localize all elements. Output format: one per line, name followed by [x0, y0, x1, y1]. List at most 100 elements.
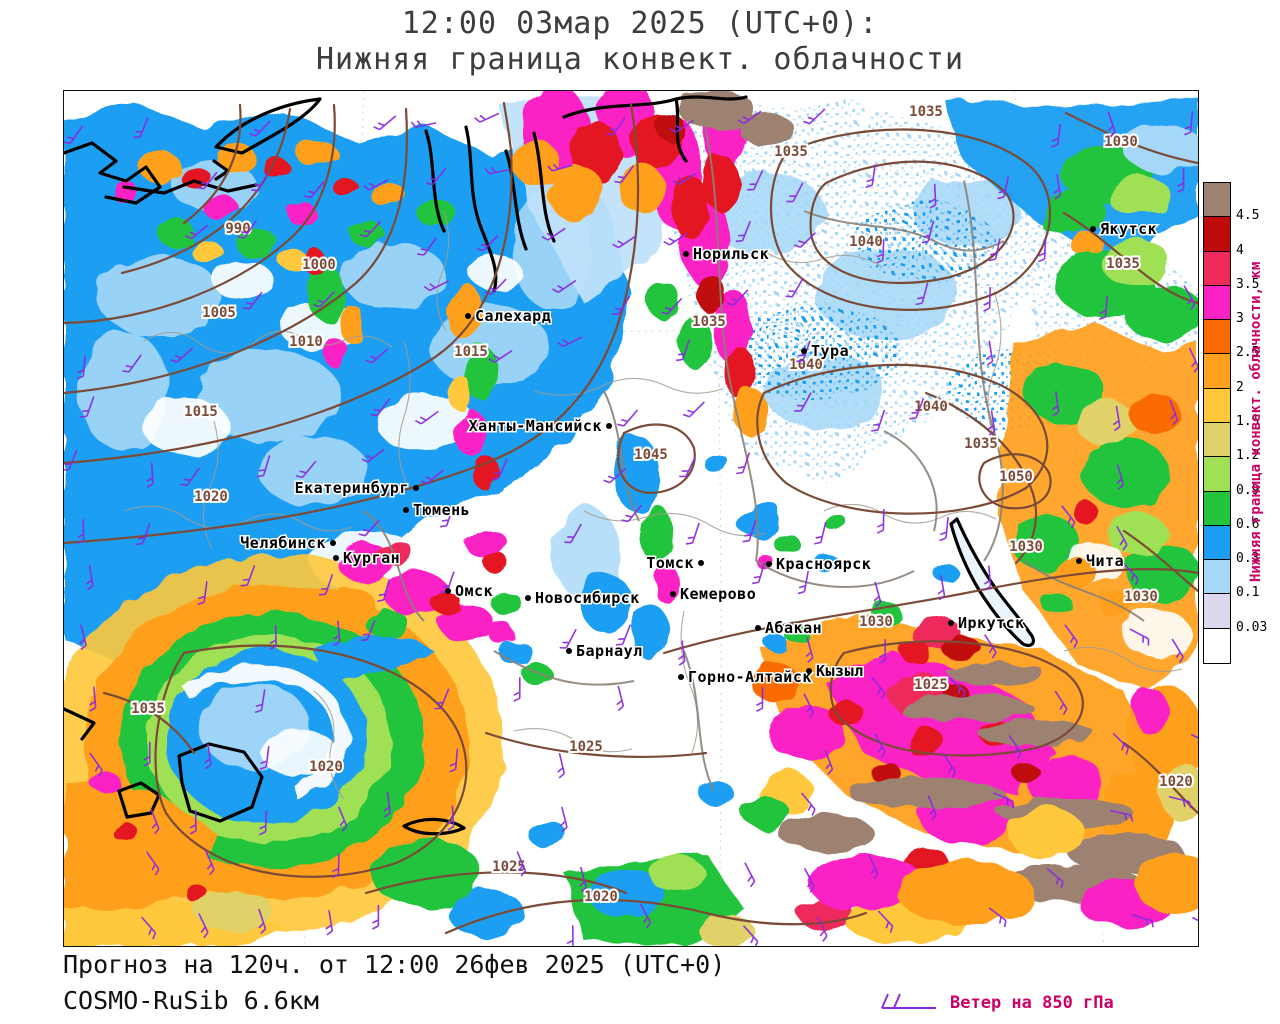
city-marker-Кызыл: Кызыл	[806, 661, 865, 682]
isobar-label: 1035	[964, 436, 998, 452]
svg-text:Екатеринбург: Екатеринбург	[295, 479, 409, 497]
city-marker-Томск: Томск	[645, 553, 704, 574]
colorbar-tick: 4	[1236, 242, 1244, 258]
isobar-label: 1010	[289, 334, 323, 350]
isobar-label: 1030	[1009, 539, 1043, 555]
city-marker-Барнаул: Барнаул	[566, 641, 644, 662]
city-marker-Кемерово: Кемерово	[670, 584, 757, 605]
cloud-base-field	[64, 91, 1198, 946]
forecast-info-text: Прогноз на 120ч. от 12:00 26фев 2025 (UT…	[63, 950, 726, 979]
colorbar-tick: 2	[1236, 379, 1244, 395]
colorbar-segment	[1204, 388, 1230, 423]
isobar-label: 1035	[909, 104, 943, 120]
svg-text:Омск: Омск	[455, 582, 493, 600]
svg-text:Салехард: Салехард	[475, 307, 551, 325]
colorbar-segment	[1204, 457, 1230, 492]
colorbar-segment	[1204, 320, 1230, 355]
isobar-label: 1045	[634, 447, 668, 463]
colorbar-segment	[1204, 217, 1230, 252]
model-name-text: COSMO-RuSib 6.6км	[63, 986, 319, 1015]
region-borders	[363, 120, 1145, 792]
svg-text:Курган: Курган	[343, 549, 400, 567]
map-title-parameter: Нижняя граница конвект. облачности	[315, 42, 965, 77]
city-marker-Новосибирск: Новосибирск	[525, 588, 641, 609]
isobar-label: 1015	[184, 404, 218, 420]
wind-legend-label: Ветер на 850 гПа	[950, 993, 1114, 1013]
svg-text:Красноярск: Красноярск	[776, 555, 871, 573]
colorbar-tick: 0.3	[1236, 551, 1260, 567]
city-marker-Екатеринбург: Екатеринбург	[293, 478, 419, 499]
city-marker-Чита: Чита	[1076, 551, 1125, 572]
isobar-label: 1005	[202, 305, 236, 321]
isobar-label: 1030	[1124, 589, 1158, 605]
admin-borders	[123, 210, 1183, 800]
city-marker-Норильск: Норильск	[683, 244, 770, 265]
svg-text:Иркутск: Иркутск	[958, 614, 1025, 632]
colorbar-tick: 2.5	[1236, 345, 1260, 361]
colorbar-segment	[1204, 251, 1230, 286]
svg-text:Чита: Чита	[1086, 552, 1124, 570]
isobar-label: 1035	[131, 701, 165, 717]
isobar-label: 1020	[1159, 774, 1193, 790]
city-marker-Абакан: Абакан	[755, 618, 823, 639]
colorbar-tick: 1.5	[1236, 414, 1260, 429]
colorbar-tick: 3	[1236, 311, 1244, 327]
colorbar-segment	[1204, 285, 1230, 321]
isobar-label: 1025	[569, 739, 603, 755]
city-marker-Иркутск: Иркутск	[948, 613, 1026, 634]
svg-text:Ханты-Мансийск: Ханты-Мансийск	[469, 417, 602, 435]
city-marker-Курган: Курган	[333, 548, 401, 569]
isobar-label: 1025	[492, 859, 526, 875]
isobar-label: 1020	[194, 489, 228, 505]
colorbar-segment	[1204, 354, 1230, 389]
isobar-label: 1000	[302, 257, 336, 273]
colorbar-segment	[1204, 525, 1230, 561]
colorbar-tick: 1.2	[1236, 448, 1260, 464]
svg-text:Тюмень: Тюмень	[413, 501, 470, 519]
isobar-label: 1030	[859, 614, 893, 630]
city-marker-Горно-Алтайск: Горно-Алтайск	[678, 667, 813, 688]
coastlines	[64, 95, 1035, 836]
colorbar-tick: 0.6	[1236, 516, 1260, 532]
colorbar-segment	[1204, 183, 1230, 218]
isobar-label: 1050	[999, 469, 1033, 485]
colorbar-tick: 0.9	[1236, 482, 1260, 498]
colorbar	[1203, 182, 1231, 664]
colorbar-segment	[1204, 628, 1230, 663]
wind-barb-icon	[881, 993, 936, 1009]
svg-text:Барнаул: Барнаул	[576, 642, 643, 660]
colorbar-tick: 0.1	[1236, 585, 1260, 601]
svg-text:Новосибирск: Новосибирск	[535, 589, 640, 607]
city-marker-Ханты-Мансийск: Ханты-Мансийск	[467, 416, 612, 437]
isobar-label: 1035	[1106, 256, 1140, 272]
colorbar-tick: 3.5	[1236, 276, 1260, 292]
svg-text:Челябинск: Челябинск	[240, 534, 326, 552]
city-marker-Челябинск: Челябинск	[239, 533, 336, 554]
isobar-label: 1015	[454, 344, 488, 360]
colorbar-segment	[1204, 560, 1230, 595]
wind-legend: Ветер на 850 гПа	[878, 988, 1114, 1018]
city-marker-Тура: Тура	[801, 341, 850, 362]
map-title-datetime: 12:00 03мар 2025 (UTC+0):	[401, 6, 879, 41]
isobar-label: 1040	[914, 399, 948, 415]
isobar-label: 1030	[1104, 134, 1138, 150]
city-marker-Якутск: Якутск	[1090, 219, 1158, 240]
city-marker-Тюмень: Тюмень	[403, 500, 471, 521]
colorbar-segment	[1204, 594, 1230, 629]
svg-text:Горно-Алтайск: Горно-Алтайск	[688, 668, 812, 686]
city-marker-Салехард: Салехард	[465, 306, 552, 327]
city-marker-Омск: Омск	[445, 581, 494, 602]
wind-barbs	[64, 108, 1198, 946]
city-marker-Красноярск: Красноярск	[766, 554, 872, 575]
svg-text:Абакан: Абакан	[765, 619, 822, 637]
colorbar-segment	[1204, 491, 1230, 526]
isobar-contours	[64, 101, 1198, 935]
isobar-labels: 9901000100510101015101510201035103510301…	[129, 102, 1195, 907]
colorbar-tick: 0.03	[1236, 619, 1268, 635]
colorbar-segment	[1204, 422, 1230, 458]
isobar-label: 1035	[692, 314, 726, 330]
svg-text:Томск: Томск	[646, 554, 694, 572]
svg-text:Норильск: Норильск	[693, 245, 769, 263]
svg-text:Тура: Тура	[811, 342, 849, 360]
isobar-label: 1025	[914, 677, 948, 693]
